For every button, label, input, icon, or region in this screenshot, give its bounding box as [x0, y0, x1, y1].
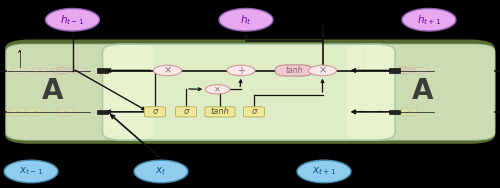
Text: +: +: [382, 68, 386, 73]
Bar: [390, 68, 400, 73]
FancyBboxPatch shape: [6, 44, 154, 140]
Circle shape: [154, 65, 182, 76]
Text: ×: ×: [76, 68, 80, 73]
Text: ×: ×: [318, 65, 326, 76]
Text: $x_{t-1}$: $x_{t-1}$: [19, 166, 43, 177]
Text: $h_{t-1}$: $h_{t-1}$: [60, 13, 84, 27]
Circle shape: [227, 65, 255, 76]
Text: σ: σ: [16, 109, 19, 114]
Text: σ: σ: [360, 109, 362, 114]
Text: σ: σ: [152, 107, 158, 116]
Ellipse shape: [297, 160, 351, 183]
Text: $x_t$: $x_t$: [156, 166, 166, 177]
Text: $h_t$: $h_t$: [240, 13, 252, 27]
FancyBboxPatch shape: [144, 107, 166, 117]
Text: ×: ×: [18, 68, 21, 73]
Bar: [390, 110, 400, 114]
FancyBboxPatch shape: [51, 67, 72, 74]
Circle shape: [413, 67, 429, 74]
FancyBboxPatch shape: [394, 67, 415, 74]
FancyBboxPatch shape: [275, 65, 313, 76]
Circle shape: [376, 67, 392, 74]
Ellipse shape: [219, 8, 273, 31]
Circle shape: [70, 67, 86, 74]
FancyBboxPatch shape: [354, 108, 368, 116]
Ellipse shape: [134, 160, 188, 183]
Text: ×: ×: [419, 68, 423, 73]
Circle shape: [12, 67, 28, 74]
Text: ×: ×: [214, 85, 221, 94]
Bar: [97, 68, 108, 73]
Text: σ: σ: [184, 107, 188, 116]
FancyBboxPatch shape: [244, 107, 264, 117]
Text: $h_{t+1}$: $h_{t+1}$: [417, 13, 441, 27]
FancyBboxPatch shape: [205, 107, 235, 117]
FancyBboxPatch shape: [5, 39, 495, 144]
Ellipse shape: [46, 8, 100, 31]
Circle shape: [308, 65, 336, 76]
Ellipse shape: [4, 160, 58, 183]
Circle shape: [355, 67, 371, 74]
FancyBboxPatch shape: [10, 108, 25, 116]
Text: σ: σ: [34, 109, 37, 114]
Text: σ: σ: [408, 109, 410, 114]
Text: $x_{t+1}$: $x_{t+1}$: [312, 166, 336, 177]
Text: ×: ×: [164, 65, 172, 76]
Ellipse shape: [402, 8, 456, 31]
FancyBboxPatch shape: [402, 108, 416, 116]
Text: tanh: tanh: [210, 107, 230, 116]
FancyBboxPatch shape: [176, 107, 197, 117]
FancyBboxPatch shape: [102, 44, 395, 140]
FancyBboxPatch shape: [58, 108, 73, 116]
FancyBboxPatch shape: [372, 108, 386, 116]
Text: σ: σ: [64, 109, 67, 114]
Text: A: A: [42, 77, 63, 105]
Circle shape: [205, 85, 230, 94]
Text: ×: ×: [361, 68, 365, 73]
Text: σ: σ: [378, 109, 380, 114]
Text: +: +: [237, 65, 245, 76]
Text: σ: σ: [252, 107, 256, 116]
FancyBboxPatch shape: [28, 108, 43, 116]
Text: tanh: tanh: [400, 68, 410, 73]
Text: tanh: tanh: [56, 68, 67, 73]
Circle shape: [32, 67, 48, 74]
Text: +: +: [38, 68, 42, 73]
Text: A: A: [412, 77, 433, 105]
FancyBboxPatch shape: [348, 44, 495, 140]
Text: tanh: tanh: [286, 66, 302, 75]
Bar: [97, 110, 108, 114]
